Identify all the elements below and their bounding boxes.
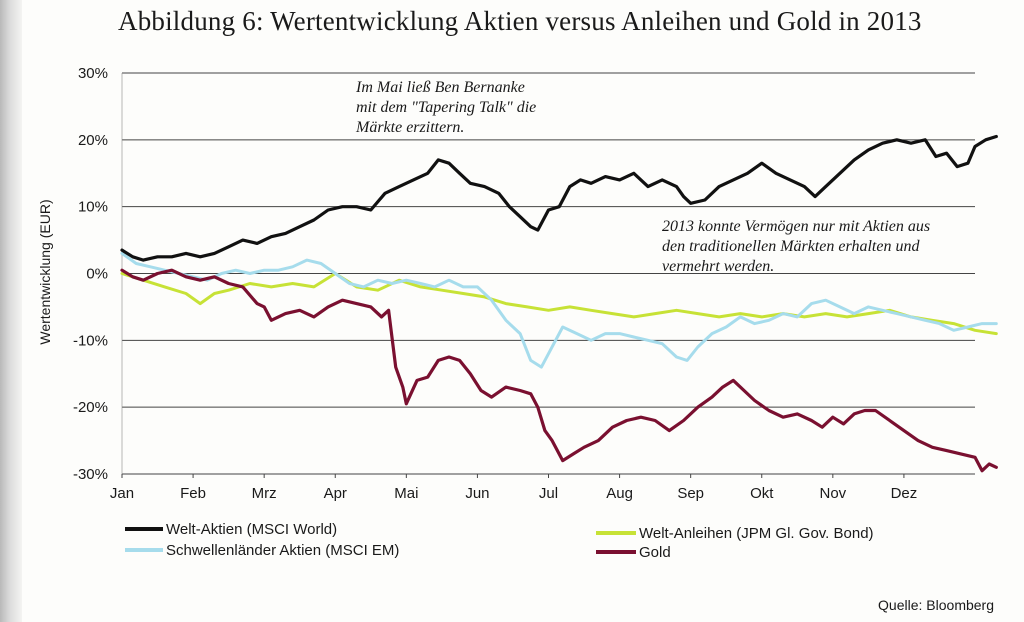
x-tick-label: Nov [819,485,846,502]
y-tick-label: -20% [73,399,108,416]
legend-item-gold: Gold [596,543,671,561]
legend-label-welt-anleihen: Welt-Anleihen (JPM Gl. Gov. Bond) [639,524,874,542]
y-tick-label: 30% [78,65,108,82]
x-tick-label: Jul [539,485,558,502]
annotation-conclusion: 2013 konnte Vermögen nur mit Aktien aus … [662,217,930,277]
book-spine-shadow [0,0,22,622]
x-tick-label: Jan [110,485,134,502]
annotation-conclusion-line-2: den traditionellen Märkten erhalten und [662,238,920,255]
legend-label-welt-aktien: Welt-Aktien (MSCI World) [166,520,338,538]
y-tick-label: -10% [73,332,108,349]
x-tick-label: Feb [180,485,206,502]
annotation-conclusion-line-1: 2013 konnte Vermögen nur mit Aktien aus [662,218,931,235]
annotation-tapering: Im Mai ließ Ben Bernanke mit dem "Taperi… [356,78,536,138]
legend-swatch-gold [596,550,636,554]
legend-swatch-welt-aktien [125,527,163,531]
annotation-tapering-line-2: mit dem "Tapering Talk" die [356,99,537,116]
series-line-schwellenlaender [120,251,998,369]
annotation-tapering-line-1: Im Mai ließ Ben Bernanke [356,79,525,96]
legend-item-welt-anleihen: Welt-Anleihen (JPM Gl. Gov. Bond) [596,524,874,542]
x-tick-label: Jun [465,485,489,502]
legend-item-welt-aktien: Welt-Aktien (MSCI World) [125,520,337,538]
legend-swatch-welt-anleihen [596,531,636,535]
annotation-tapering-line-3: Märkte erzittern. [356,119,465,136]
series-line-gold [120,268,998,473]
legend-label-schwellenlaender: Schwellenländer Aktien (MSCI EM) [166,541,400,559]
legend-swatch-schwellenlaender [125,548,163,552]
annotation-conclusion-line-3: vermehrt werden. [662,258,775,275]
series-line-welt-aktien [120,134,998,262]
x-tick-label: Aug [606,485,633,502]
x-tick-label: Sep [677,485,704,502]
x-tick-label: Dez [891,485,918,502]
y-tick-label: -30% [73,466,108,483]
legend-item-schwellenlaender: Schwellenländer Aktien (MSCI EM) [125,541,399,559]
series-line-welt-anleihen [120,272,998,336]
y-tick-label: 20% [78,132,108,149]
chart-title: Abbildung 6: Wertentwicklung Aktien vers… [118,6,922,36]
x-tick-label: Mrz [252,485,277,502]
source-note: Quelle: Bloomberg [878,597,994,613]
y-tick-label: 10% [78,199,108,216]
x-tick-label: Apr [324,485,347,502]
legend-label-gold: Gold [639,543,671,561]
x-tick-label: Mai [394,485,418,502]
x-tick-label: Okt [750,485,774,502]
y-tick-label: 0% [86,266,108,283]
